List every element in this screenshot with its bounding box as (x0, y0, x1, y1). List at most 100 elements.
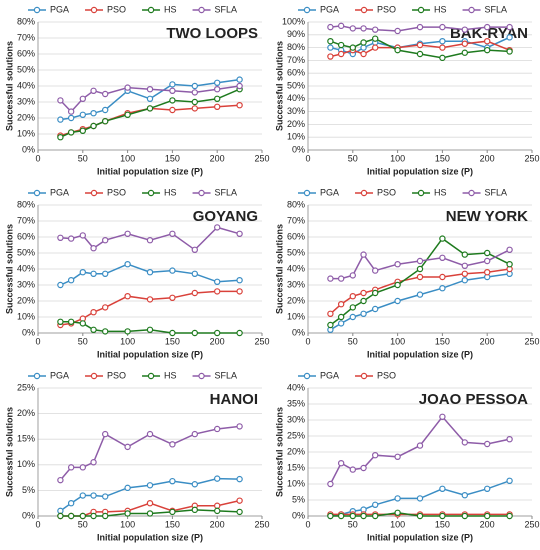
data-point (169, 87, 176, 95)
chart-panel: 0% 5% 10% 15% 20% 25% 0 50 100 150 200 250 Initial p… (4, 370, 269, 542)
legend-label: PGA (320, 4, 339, 14)
data-point (124, 84, 131, 91)
data-point (416, 265, 424, 273)
data-point (506, 246, 513, 254)
data-point (57, 318, 64, 325)
data-point (213, 425, 221, 433)
legend-label: SFLA (215, 187, 238, 197)
data-point (506, 260, 513, 268)
data-point (79, 111, 87, 119)
data-point (79, 512, 87, 520)
data-point (146, 510, 154, 517)
y-tick-label: 20% (17, 112, 35, 122)
legend-label: PGA (50, 370, 69, 380)
y-tick-label: 80% (17, 16, 35, 26)
y-tick-label: 40% (287, 382, 305, 392)
data-point (327, 44, 334, 51)
legend-label: PSO (107, 187, 126, 197)
y-tick-label: 50% (17, 64, 35, 74)
data-point (327, 53, 334, 60)
x-tick-label: 250 (524, 519, 539, 529)
data-point (360, 25, 367, 32)
data-point (349, 304, 357, 311)
y-tick-label: 0% (292, 144, 305, 154)
data-point (236, 288, 243, 295)
x-tick-label: 50 (78, 153, 88, 163)
x-tick-label: 150 (165, 519, 180, 529)
data-point (371, 451, 379, 459)
data-point (236, 508, 243, 516)
legend-marker (90, 6, 98, 14)
data-point (506, 512, 513, 520)
y-tick-label: 10% (17, 311, 35, 321)
legend-marker (198, 6, 205, 14)
data-point (439, 44, 446, 51)
x-tick-label: 100 (120, 519, 135, 529)
x-tick-label: 200 (210, 153, 225, 163)
data-point (461, 40, 468, 47)
data-point (213, 288, 221, 295)
y-tick-label: 60% (287, 231, 305, 241)
data-point (191, 98, 198, 106)
y-tick-label: 30% (17, 96, 35, 106)
data-point (461, 49, 468, 56)
data-point (67, 108, 75, 115)
data-point (394, 297, 401, 305)
data-point (416, 442, 424, 449)
chart-panel: 0% 10% 20% 30% 40% 50% 60% 70% 80% 0 50 100 150 200 25… (4, 187, 269, 359)
y-tick-label: 25% (17, 382, 35, 392)
data-point (124, 230, 131, 238)
legend-label: PGA (320, 187, 339, 197)
chart-panel: 0% 10% 20% 30% 40% 50% 60% 70% 80% 90% 100% 0 50 100 1… (274, 4, 539, 176)
x-tick-label: 150 (435, 153, 450, 163)
data-point (169, 106, 176, 114)
data-point (360, 512, 367, 520)
data-point (483, 485, 491, 493)
data-point (371, 289, 379, 297)
y-tick-label: 20% (287, 295, 305, 305)
data-point (349, 44, 357, 51)
legend-label: PGA (320, 370, 339, 380)
y-tick-label: 80% (287, 42, 305, 52)
data-point (461, 262, 468, 270)
data-point (67, 235, 75, 242)
x-tick-label: 200 (480, 336, 495, 346)
data-point (124, 328, 131, 335)
data-point (360, 289, 367, 297)
chart-panel: 0% 10% 20% 30% 40% 50% 60% 70% 80% 0 50 100 150 200 25… (4, 4, 269, 176)
data-point (124, 510, 131, 517)
data-point (439, 273, 446, 281)
data-point (371, 44, 379, 51)
data-point (90, 326, 97, 333)
data-point (90, 308, 97, 316)
x-tick-label: 50 (78, 336, 88, 346)
data-point (67, 114, 75, 122)
y-tick-label: 0% (22, 144, 35, 154)
legend-label: HS (164, 4, 177, 14)
data-point (169, 267, 176, 274)
data-point (506, 23, 513, 31)
data-point (349, 313, 357, 321)
chart-panel: 0% 10% 20% 30% 40% 50% 60% 70% 80% 0 50 100 150 200 25… (274, 187, 539, 359)
y-tick-label: 30% (287, 414, 305, 424)
data-point (146, 85, 154, 93)
data-point (371, 501, 379, 508)
data-point (90, 122, 97, 130)
x-axis-label: Initial population size (P) (97, 349, 203, 359)
data-point (394, 453, 401, 461)
y-tick-label: 70% (17, 32, 35, 42)
data-point (236, 423, 243, 430)
data-point (327, 275, 334, 282)
legend-label: PSO (377, 370, 396, 380)
y-tick-label: 10% (17, 128, 35, 138)
data-point (461, 26, 468, 33)
data-point (146, 296, 154, 303)
chart-title: TWO LOOPS (166, 25, 258, 42)
data-point (327, 512, 334, 520)
legend-label: SFLA (215, 370, 238, 380)
data-point (483, 38, 491, 45)
data-point (124, 484, 131, 492)
data-point (439, 413, 446, 421)
legend-marker (198, 372, 205, 380)
x-tick-label: 250 (524, 153, 539, 163)
